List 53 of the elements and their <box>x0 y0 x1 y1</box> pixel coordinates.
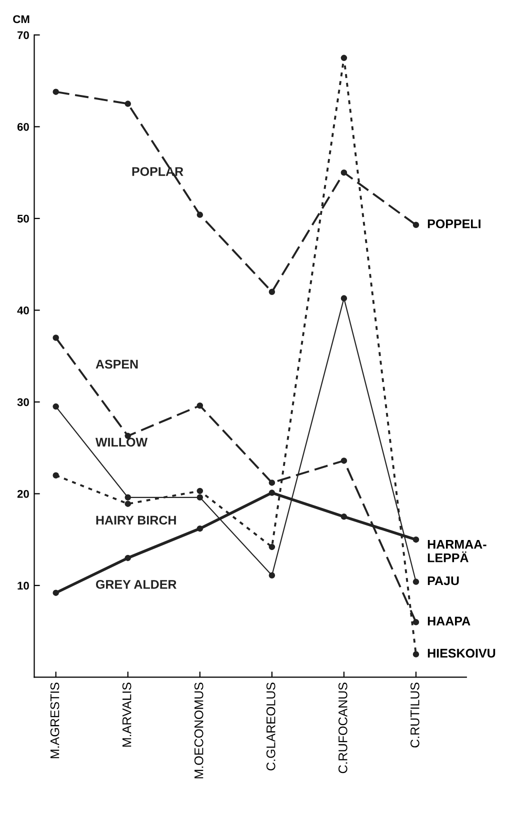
series-label: HAIRY BIRCH <box>96 516 176 525</box>
point <box>52 472 59 478</box>
series-label: POPLAR <box>132 167 184 176</box>
point <box>412 651 420 658</box>
point <box>340 458 348 464</box>
annotation: HAAPA <box>428 616 470 626</box>
point <box>268 480 276 486</box>
y-tick-label: 70 <box>18 31 29 40</box>
y-tick-label: 20 <box>17 490 29 498</box>
point <box>340 169 348 176</box>
x-tick-label: M.OECONOMUS <box>194 682 204 778</box>
point <box>196 525 204 532</box>
y-tick-label: 50 <box>17 214 29 223</box>
point <box>124 494 132 501</box>
point <box>340 295 348 302</box>
y-tick-label: 40 <box>17 306 29 314</box>
point <box>196 402 204 409</box>
point <box>52 88 59 95</box>
annotation: HARMAA- LEPPÄ <box>428 540 486 562</box>
point <box>340 54 348 62</box>
series-label: WILLOW <box>95 438 148 447</box>
point <box>196 212 204 218</box>
x-tick-label: C.RUTILUS <box>410 682 420 748</box>
annotation: POPPELI <box>428 219 480 228</box>
annotation: PAJU <box>428 576 459 586</box>
point <box>412 222 420 228</box>
point <box>268 490 276 496</box>
point <box>196 494 204 501</box>
y-tick-label: 60 <box>17 122 29 131</box>
y-tick-label: 30 <box>17 398 29 406</box>
x-tick-label: C.GLAREOLUS <box>266 682 276 770</box>
series-label: GREY ALDER <box>96 580 176 589</box>
point <box>340 514 348 520</box>
point <box>196 488 204 494</box>
y-axis-title: CM <box>13 15 30 24</box>
y-tick-label: 10 <box>18 582 29 590</box>
x-tick-label: M.AGRESTIS <box>50 682 60 758</box>
point <box>52 590 59 596</box>
point <box>124 554 132 562</box>
point <box>412 619 420 626</box>
point <box>268 572 276 579</box>
series-label: ASPEN <box>96 360 138 369</box>
point <box>268 288 276 295</box>
point <box>124 100 132 107</box>
point <box>412 578 420 585</box>
point <box>412 536 420 543</box>
point <box>124 500 132 507</box>
point <box>268 544 276 550</box>
x-tick-label: C.RUFOCANUS <box>338 682 348 774</box>
point <box>52 403 59 410</box>
point <box>52 334 59 341</box>
annotation: HIESKOIVU <box>428 648 496 658</box>
x-tick-label: M.ARVALIS <box>122 682 132 747</box>
